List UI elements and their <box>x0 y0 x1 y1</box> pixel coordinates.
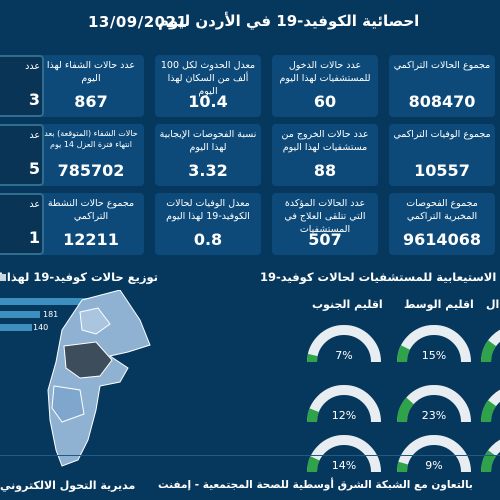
gauge-graphic <box>307 325 381 363</box>
stat-label: عدد حالات الشفاء لهذا اليوم <box>46 60 136 84</box>
stat-value: 12211 <box>63 230 119 249</box>
gauge-track <box>397 435 471 473</box>
distribution-bar-value: 181 <box>43 310 59 319</box>
gauge-fill <box>306 456 320 473</box>
stat-card-active-cases: مجموع حالات النشطة التراكمي 12211 <box>38 193 144 255</box>
map-region-dark <box>63 341 113 379</box>
capacity-title: السعة الاستيعابية للمستشفيات لحالات كوفي… <box>260 270 500 284</box>
distribution-bar-value: 140 <box>33 323 49 332</box>
footer-right-text: بالتعاون مع الشبكة الشرق أوسطية للصحة ال… <box>158 479 473 491</box>
gauge-graphic <box>306 385 381 423</box>
map-region <box>47 290 151 467</box>
capacity-gauge-clipped <box>478 382 500 430</box>
gauge-fill <box>397 461 409 473</box>
gauge-track <box>307 385 381 423</box>
distribution-bar <box>0 311 40 318</box>
side-card-value: 1 <box>28 228 40 247</box>
stat-card-expected-recoveries: حالات الشفاء (المتوقعة) بعد انتهاء فترة … <box>38 124 144 186</box>
gauge-fill <box>396 397 414 423</box>
stat-value: 3.32 <box>188 161 228 180</box>
side-card-1: عدد 3 <box>0 55 44 117</box>
gauge-percent: 15% <box>421 349 447 362</box>
stat-value: 808470 <box>408 92 476 111</box>
gauge-graphic <box>396 385 471 423</box>
stat-card-total-cases: مجموع الحالات التراكمي 808470 <box>389 55 495 117</box>
stat-label: مجموع الفحوصات المخبرية التراكمي <box>406 198 478 222</box>
capacity-gauge: 23% <box>394 382 474 430</box>
capacity-gauge: 14% <box>304 432 384 480</box>
map-region <box>51 385 85 423</box>
stat-card-mortality-rate: معدل الوفيات لحالات الكوفيد-19 لهذا اليو… <box>155 193 261 255</box>
stat-value: 10.4 <box>188 92 228 111</box>
stat-label: معدل الوفيات لحالات الكوفيد-19 لهذا اليو… <box>166 198 250 222</box>
stat-value: 88 <box>313 161 337 180</box>
gauge-percent: 14% <box>331 459 357 472</box>
capacity-gauge-clipped <box>478 322 500 370</box>
gauge-fill <box>306 408 319 423</box>
stat-label: عدد الحالات المؤكدة التي تتلقى العلاج في… <box>284 198 366 235</box>
gauge-graphic <box>306 435 381 473</box>
region-label-south: اقليم الجنوب <box>312 298 383 311</box>
gauge-graphic <box>397 435 471 473</box>
stat-card-total-deaths: مجموع الوفيات التراكمي 10557 <box>389 124 495 186</box>
distribution-title: توزيع حالات كوفيد-19 لهذا اليوم <box>0 270 158 284</box>
gauge-percent: 23% <box>421 409 447 422</box>
header: 13/09/2021 احصائية الكوفيد-19 في الأردن … <box>0 8 500 34</box>
gauge-percent: 7% <box>335 349 353 362</box>
stat-value: 507 <box>308 230 342 249</box>
capacity-gauge: 15% <box>394 322 474 370</box>
distribution-bar <box>0 324 32 331</box>
side-card-2: عد 5 <box>0 124 44 186</box>
stat-card-incidence-rate: معدل الحدوث لكل 100 ألف من السكان لهذا ا… <box>155 55 261 117</box>
gauge-graphic <box>397 325 471 363</box>
region-label-center: اقليم الوسط <box>404 298 474 311</box>
gauge-percent: 12% <box>331 409 357 422</box>
footer-left-text: مديرية التحول الالكتروني <box>0 479 136 492</box>
stat-value: 60 <box>313 92 337 111</box>
gauge-percent: 9% <box>425 459 443 472</box>
footer: مديرية التحول الالكتروني بالتعاون مع الش… <box>0 470 500 500</box>
side-card-label: عدد <box>25 61 40 72</box>
map-region <box>79 307 111 335</box>
gauge-fill <box>307 353 318 363</box>
report-date: 13/09/2021 <box>88 13 188 31</box>
stat-label: مجموع حالات النشطة التراكمي <box>47 198 135 222</box>
side-card-value: 3 <box>28 90 40 109</box>
capacity-gauge: 12% <box>304 382 384 430</box>
capacity-gauge: 7% <box>304 322 384 370</box>
stat-value: 0.8 <box>193 230 223 249</box>
page-title: احصائية الكوفيد-19 في الأردن ليوم <box>158 12 420 30</box>
gauge-fill <box>397 345 411 363</box>
stat-label: مجموع الوفيات التراكمي <box>393 129 491 140</box>
stat-label: نسبة الفحوصات الإيجابية لهذا اليوم <box>159 129 257 153</box>
region-label-partial: ال <box>486 298 500 311</box>
side-card-label: عد <box>29 130 40 141</box>
stat-label: حالات الشفاء (المتوقعة) بعد انتهاء فترة … <box>44 129 138 149</box>
stat-value: 867 <box>74 92 108 111</box>
stat-label: عدد حالات الدخول للمستشفيات لهذا اليوم <box>279 60 371 84</box>
stat-label: مجموع الحالات التراكمي <box>393 60 491 71</box>
stat-card-recoveries-today: عدد حالات الشفاء لهذا اليوم 867 <box>38 55 144 117</box>
stat-card-total-tests: مجموع الفحوصات المخبرية التراكمي 9614068 <box>389 193 495 255</box>
side-card-value: 5 <box>28 159 40 178</box>
stat-label: عدد حالات الخروج من مستشفيات لهذا اليوم <box>281 129 369 153</box>
side-card-3: عد 1 <box>0 193 44 255</box>
stat-value: 9614068 <box>403 230 481 249</box>
stat-label: معدل الحدوث لكل 100 ألف من السكان لهذا ا… <box>160 60 256 97</box>
gauge-track <box>307 325 381 363</box>
stat-card-hospital-discharges: عدد حالات الخروج من مستشفيات لهذا اليوم … <box>272 124 378 186</box>
stat-card-hospitalized-cases: عدد الحالات المؤكدة التي تتلقى العلاج في… <box>272 193 378 255</box>
capacity-gauge: 9% <box>394 432 474 480</box>
stat-value: 10557 <box>414 161 470 180</box>
stat-card-positivity-rate: نسبة الفحوصات الإيجابية لهذا اليوم 3.32 <box>155 124 261 186</box>
stat-value: 785702 <box>57 161 125 180</box>
stat-card-hospital-admissions: عدد حالات الدخول للمستشفيات لهذا اليوم 6… <box>272 55 378 117</box>
distribution-bar <box>0 298 88 305</box>
footer-divider <box>0 455 500 456</box>
capacity-gauge-clipped <box>478 432 500 480</box>
side-card-label: عد <box>29 199 40 210</box>
jordan-map <box>47 290 151 467</box>
distribution-bar <box>0 274 6 281</box>
